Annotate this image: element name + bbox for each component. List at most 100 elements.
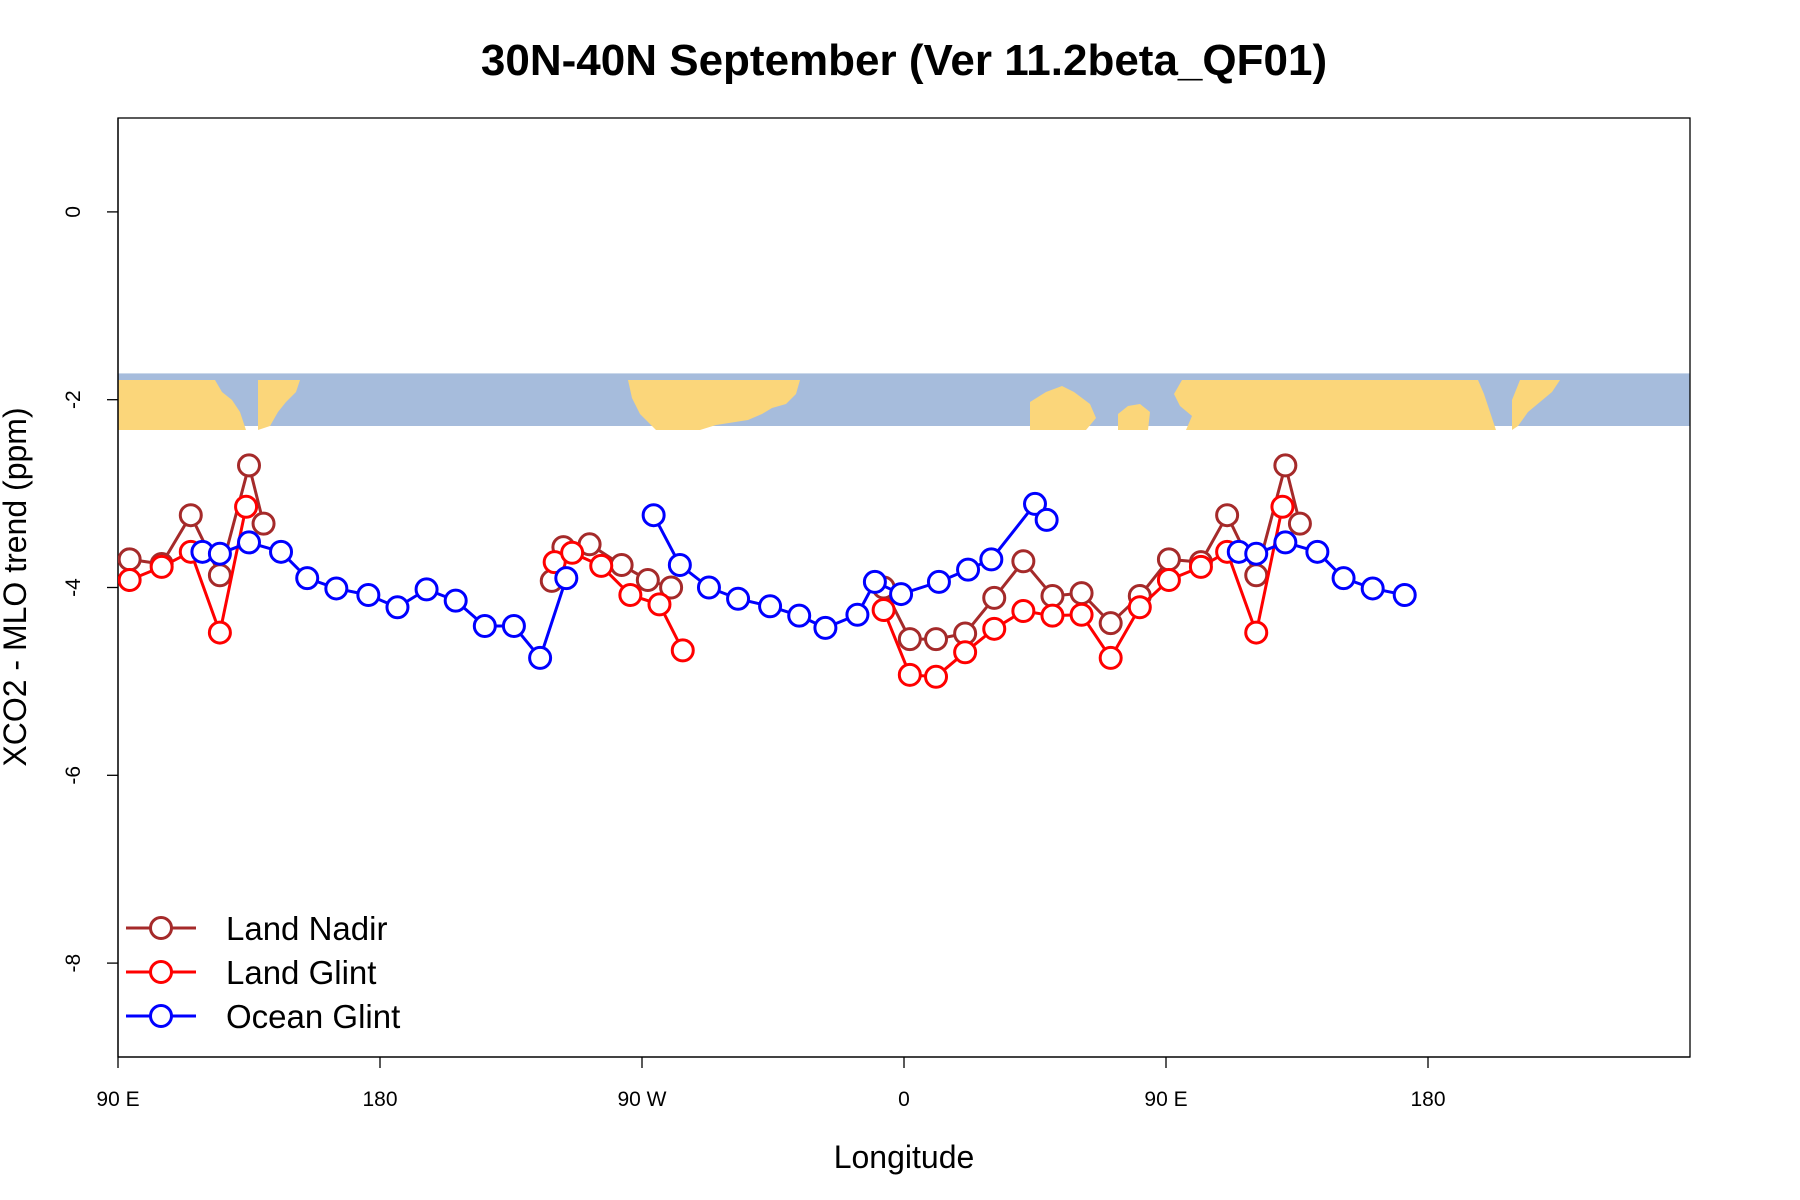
data-point-land-glint xyxy=(1188,554,1213,579)
data-point-land-glint xyxy=(589,553,614,578)
data-point-ocean-glint xyxy=(889,582,914,607)
data-point-land-glint xyxy=(670,638,695,663)
data-point-ocean-glint xyxy=(845,602,870,627)
data-point-ocean-glint xyxy=(501,613,526,638)
data-point-ocean-glint xyxy=(237,530,261,555)
data-point-ocean-glint xyxy=(414,577,439,602)
y-tick-label: -2 xyxy=(62,390,85,409)
data-point-ocean-glint xyxy=(979,547,1004,572)
legend-marker-ocean-glint xyxy=(149,1004,173,1028)
data-point-land-glint xyxy=(618,583,643,608)
series-ocean-glint xyxy=(190,491,1417,670)
data-point-land-nadir xyxy=(178,503,203,528)
world-map-strip xyxy=(118,373,1690,430)
data-point-land-glint xyxy=(234,494,259,519)
data-point-ocean-glint xyxy=(1360,576,1385,601)
data-point-ocean-glint xyxy=(1331,566,1356,591)
data-point-land-nadir xyxy=(609,552,634,577)
data-point-land-nadir xyxy=(1156,547,1181,572)
data-point-land-glint xyxy=(1156,567,1181,592)
data-point-ocean-glint xyxy=(207,541,232,566)
data-point-land-nadir xyxy=(982,585,1007,610)
data-point-land-glint xyxy=(118,567,142,592)
data-point-land-nadir xyxy=(207,563,232,588)
data-point-ocean-glint xyxy=(1034,507,1059,532)
series-layer xyxy=(118,453,1417,689)
data-point-ocean-glint xyxy=(528,645,553,670)
data-point-land-nadir xyxy=(237,453,261,478)
data-point-ocean-glint xyxy=(295,566,320,591)
data-point-land-nadir xyxy=(1069,581,1094,606)
data-point-land-nadir xyxy=(1273,453,1298,478)
data-point-land-glint xyxy=(897,662,922,687)
data-point-land-nadir xyxy=(1287,511,1312,536)
y-tick-label: -4 xyxy=(62,578,85,597)
data-point-ocean-glint xyxy=(1305,539,1330,564)
data-point-land-nadir xyxy=(1098,611,1123,636)
data-point-land-glint xyxy=(1244,620,1269,645)
data-point-land-glint xyxy=(149,554,174,579)
data-point-ocean-glint xyxy=(726,586,751,611)
x-tick-label: 90 W xyxy=(617,1088,666,1111)
data-point-ocean-glint xyxy=(472,613,497,638)
chart-title: 30N-40N September (Ver 11.2beta_QF01) xyxy=(481,36,1327,85)
map-land xyxy=(118,380,1560,430)
data-point-land-glint xyxy=(1011,598,1036,623)
x-axis-label: Longitude xyxy=(834,1139,975,1175)
data-point-land-glint xyxy=(982,616,1007,641)
data-point-ocean-glint xyxy=(1273,530,1298,555)
data-point-land-nadir xyxy=(1215,503,1240,528)
legend-label-land-nadir: Land Nadir xyxy=(226,910,387,947)
data-point-ocean-glint xyxy=(758,594,783,619)
data-point-land-glint xyxy=(207,620,232,645)
y-tick-label: -6 xyxy=(62,766,85,785)
y-axis: 0 -2 -4 -6 -8 xyxy=(62,118,119,1057)
legend: Land Nadir Land Glint Ocean Glint xyxy=(126,910,400,1035)
data-point-ocean-glint xyxy=(926,569,951,594)
data-point-ocean-glint xyxy=(356,583,381,608)
x-tick-label: 90 E xyxy=(1144,1088,1187,1111)
data-point-land-nadir xyxy=(924,627,949,652)
data-point-land-glint xyxy=(560,540,585,565)
y-tick-label: -8 xyxy=(62,954,85,973)
legend-marker-land-glint xyxy=(149,960,173,984)
legend-label-land-glint: Land Glint xyxy=(226,954,376,991)
x-axis: 90 E 180 90 W 0 90 E 180 xyxy=(96,1056,1690,1111)
data-point-land-glint xyxy=(953,640,978,665)
data-point-land-glint xyxy=(1069,602,1094,627)
data-point-land-nadir xyxy=(897,627,922,652)
data-point-ocean-glint xyxy=(862,569,887,594)
data-point-ocean-glint xyxy=(554,566,579,591)
data-point-ocean-glint xyxy=(324,576,349,601)
data-point-ocean-glint xyxy=(269,539,294,564)
y-tick-label: 0 xyxy=(62,206,85,218)
data-point-ocean-glint xyxy=(696,575,721,600)
data-point-land-glint xyxy=(871,598,896,623)
data-point-ocean-glint xyxy=(956,557,981,582)
data-point-ocean-glint xyxy=(1244,541,1269,566)
series-line-ocean-glint xyxy=(202,540,568,660)
data-point-ocean-glint xyxy=(667,552,692,577)
data-point-ocean-glint xyxy=(385,595,410,620)
y-axis-label: XCO2 - MLO trend (ppm) xyxy=(0,407,33,766)
data-point-land-nadir xyxy=(1244,563,1269,588)
data-point-land-nadir xyxy=(1040,583,1065,608)
data-point-ocean-glint xyxy=(443,588,468,613)
data-point-ocean-glint xyxy=(813,615,838,640)
data-point-land-nadir xyxy=(251,511,276,536)
data-point-land-glint xyxy=(1040,603,1065,628)
data-point-land-glint xyxy=(1270,494,1295,519)
legend-label-ocean-glint: Ocean Glint xyxy=(226,998,400,1035)
data-point-ocean-glint xyxy=(787,603,812,628)
data-point-land-glint xyxy=(1127,595,1152,620)
data-point-ocean-glint xyxy=(1023,491,1047,516)
legend-marker-land-nadir xyxy=(149,916,173,940)
data-point-land-nadir xyxy=(635,567,660,592)
x-tick-label: 90 E xyxy=(96,1088,139,1111)
x-tick-label: 0 xyxy=(898,1088,910,1111)
data-point-land-nadir xyxy=(118,547,142,572)
data-point-ocean-glint xyxy=(641,503,666,528)
data-point-land-nadir xyxy=(659,575,684,600)
x-tick-label: 180 xyxy=(1410,1088,1445,1111)
